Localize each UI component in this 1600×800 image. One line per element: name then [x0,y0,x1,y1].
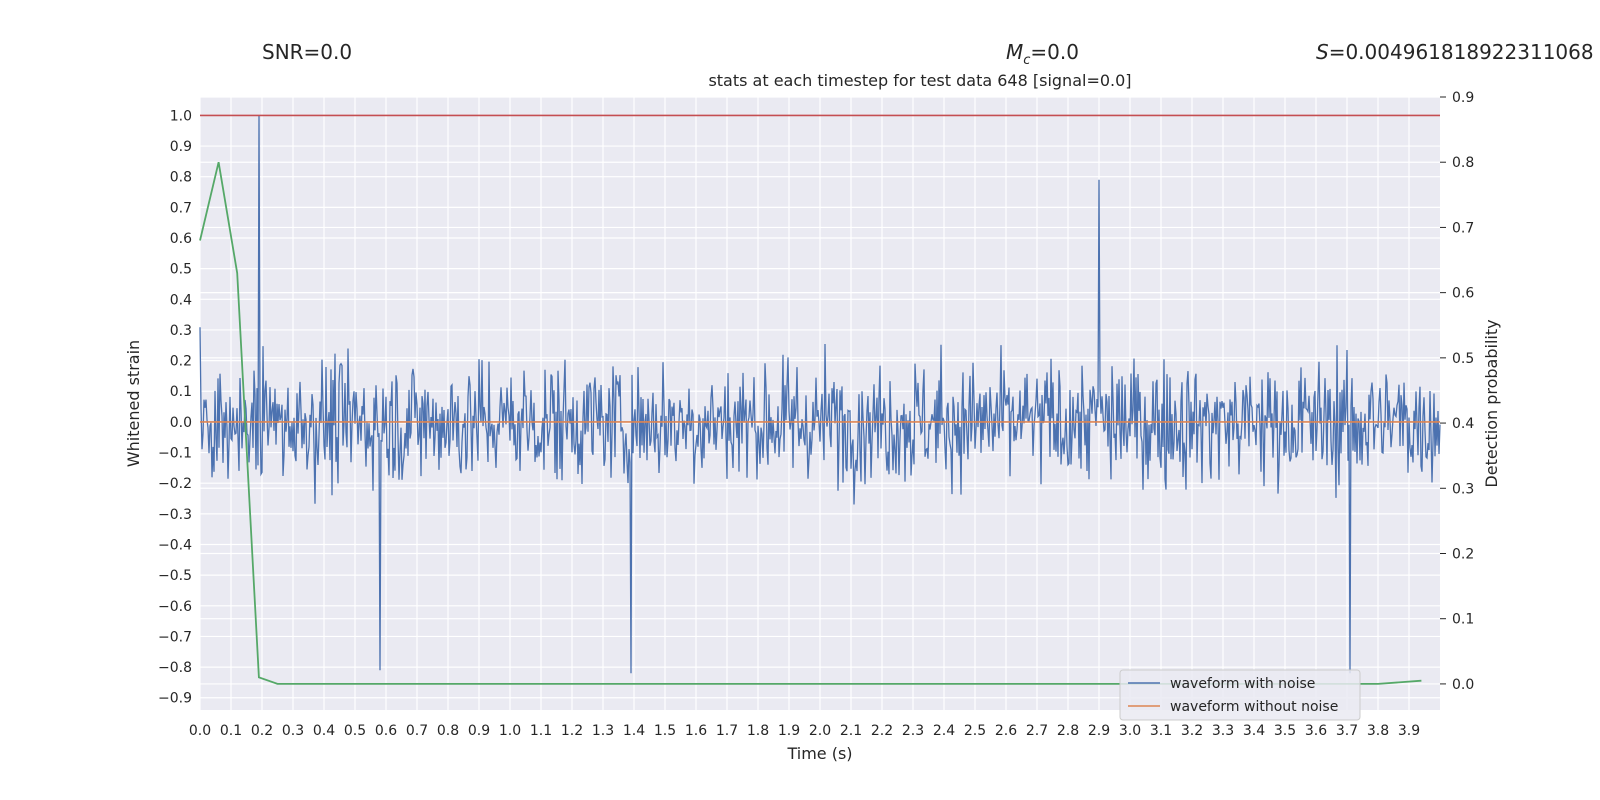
x-tick-label: 1.8 [747,723,769,739]
snr-text: SNR=0.0 [262,40,353,64]
x-tick-label: 3.9 [1398,723,1420,739]
x-tick-label: 1.0 [499,723,521,739]
x-tick-label: 3.8 [1367,723,1389,739]
x-tick-label: 3.3 [1212,723,1234,739]
x-tick-label: 2.7 [1026,723,1048,739]
y-tick-label: 0.5 [170,262,192,278]
y-axis: 1.0 0.9 0.8 0.7 0.6 0.5 0.4 0.3 0.2 0.1 0.0 −0.1 −0.… [158,108,192,706]
y-tick-label: −0.4 [158,537,192,553]
y-tick-label: 0.6 [170,231,192,247]
x-tick-label: 1.3 [592,723,614,739]
x-tick-label: 3.4 [1243,723,1265,739]
y2-tick-label: 0.8 [1452,155,1474,171]
y-tick-label: 1.0 [170,108,192,124]
y-tick-label: 0.8 [170,170,192,186]
y-tick-label: 0.1 [170,384,192,400]
y2-tick-label: 0.1 [1452,612,1474,628]
y-tick-label: 0.7 [170,200,192,216]
x-tick-label: 2.8 [1057,723,1079,739]
x-tick-label: 2.0 [809,723,831,739]
y2-tick-label: 0.3 [1452,481,1474,497]
x-tick-label: 2.3 [902,723,924,739]
x-tick-label: 1.4 [623,723,645,739]
y-tick-label: 0.3 [170,323,192,339]
y2-tick-label: 0.5 [1452,351,1474,367]
y-tick-label: −0.8 [158,660,192,676]
x-axis-label: Time (s) [786,744,852,763]
x-tick-label: 1.5 [654,723,676,739]
x-tick-label: 0.3 [282,723,304,739]
y2-tick-label: 0.2 [1452,546,1474,562]
x-tick-label: 1.7 [716,723,738,739]
y2-tick-label: 0.6 [1452,286,1474,302]
y-tick-label: −0.2 [158,476,192,492]
s-value: =0.004961818922311068 [1328,40,1594,64]
mc-subscript: c [1023,53,1031,68]
x-tick-label: 1.1 [530,723,552,739]
y2-tick-label: 0.9 [1452,90,1474,106]
y-tick-label: −0.3 [158,507,192,523]
x-tick-label: 3.5 [1274,723,1296,739]
y2-tick-label: 0.0 [1452,677,1474,693]
y-tick-label: −0.1 [158,446,192,462]
snr-label: SNR=0.0 [262,40,352,64]
x-tick-label: 2.2 [871,723,893,739]
y2-axis-label: Detection probability [1482,319,1501,487]
x-tick-label: 3.0 [1119,723,1141,739]
x-tick-label: 0.4 [313,723,335,739]
legend-label-with-noise: waveform with noise [1170,676,1315,692]
x-tick-label: 3.7 [1336,723,1358,739]
mc-value: =0.0 [1030,40,1079,64]
x-tick-label: 0.6 [375,723,397,739]
x-tick-label: 3.6 [1305,723,1327,739]
y-tick-label: −0.9 [158,691,192,707]
x-tick-label: 2.6 [995,723,1017,739]
x-tick-label: 0.9 [468,723,490,739]
x-tick-label: 0.8 [437,723,459,739]
x-axis: 0.0 0.1 0.2 0.3 0.4 0.5 0.6 0.7 0.8 0.9 1.0 1.1 1.2 1… [189,723,1420,739]
chirp-mass-label: Mc=0.0 [1006,40,1079,68]
y2-tick-label: 0.7 [1452,220,1474,236]
x-tick-label: 3.2 [1181,723,1203,739]
y-tick-label: −0.7 [158,629,192,645]
x-tick-label: 2.9 [1088,723,1110,739]
x-tick-label: 1.9 [778,723,800,739]
x-tick-label: 0.1 [220,723,242,739]
x-tick-label: 0.0 [189,723,211,739]
legend-box [1119,669,1361,721]
y-axis-label: Whitened strain [124,340,143,467]
s-statistic-label: S=0.004961818922311068 [1316,40,1594,64]
mc-symbol: M [1006,40,1024,64]
chart-title: stats at each timestep for test data 648… [708,71,1132,90]
x-tick-label: 0.7 [406,723,428,739]
x-tick-label: 1.2 [561,723,583,739]
x-tick-label: 2.1 [840,723,862,739]
y-tick-label: −0.5 [158,568,192,584]
x-tick-label: 2.5 [964,723,986,739]
x-tick-label: 2.4 [933,723,955,739]
y-tick-label: 0.0 [170,415,192,431]
y-tick-label: 0.2 [170,354,192,370]
y-tick-label: 0.4 [170,292,192,308]
y2-axis: 0.9 0.8 0.7 0.6 0.5 0.4 0.3 0.2 0.1 0.0 [1440,90,1474,693]
legend-label-without-noise: waveform without noise [1170,699,1338,715]
y-tick-label: 0.9 [170,139,192,155]
y-tick-label: −0.6 [158,599,192,615]
legend: waveform with noise waveform without noi… [1119,669,1361,721]
x-tick-label: 1.6 [685,723,707,739]
x-tick-label: 0.5 [344,723,366,739]
s-symbol: S [1316,40,1329,64]
x-tick-label: 0.2 [251,723,273,739]
x-tick-label: 3.1 [1150,723,1172,739]
y2-tick-label: 0.4 [1452,416,1474,432]
